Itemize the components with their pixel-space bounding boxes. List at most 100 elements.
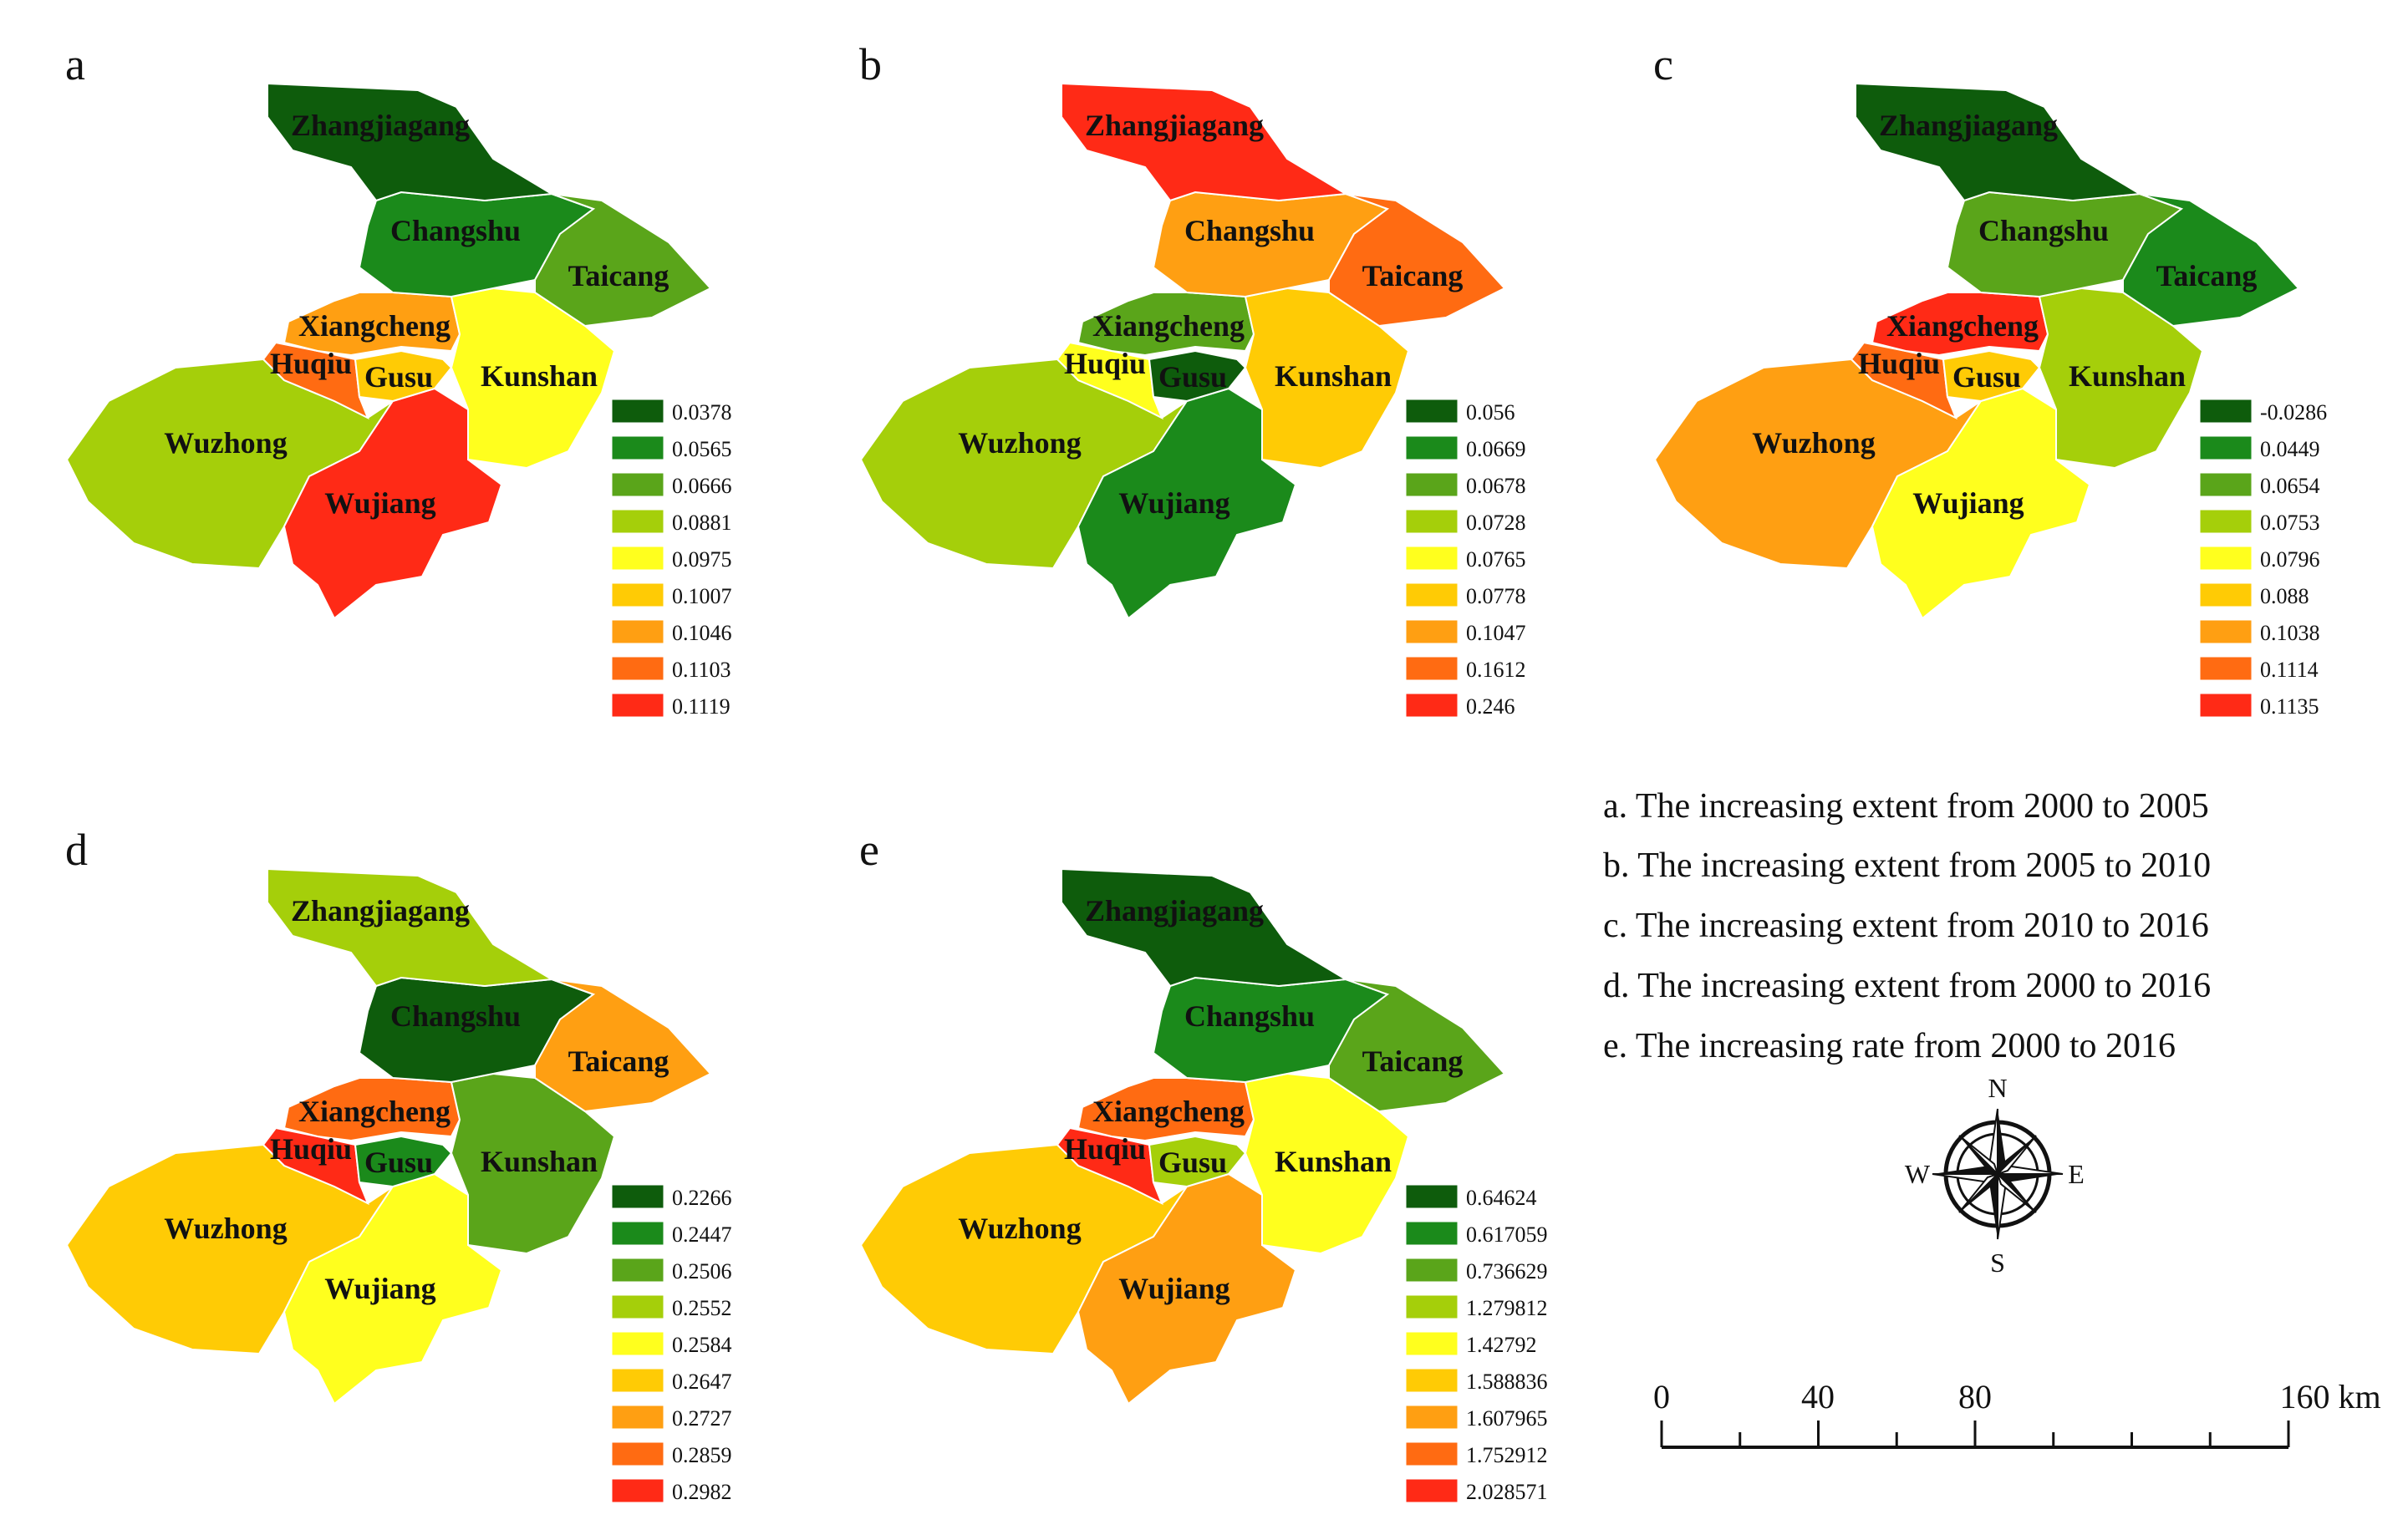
- legend-swatch-b-1: [1405, 399, 1459, 424]
- legend-a: 0.0378 0.0565 0.0666 0.0881 0.0975 0.1007 0.10…: [611, 399, 732, 719]
- legend-swatch-d-6: [611, 1368, 664, 1393]
- legend-swatch-b-9: [1405, 693, 1459, 718]
- region-label-wuzhong-c: Wuzhong: [1752, 426, 1875, 460]
- legend-value-a-5: 0.0975: [672, 547, 732, 572]
- legend-value-e-1: 0.64624: [1466, 1186, 1537, 1210]
- legend-value-d-4: 0.2552: [672, 1296, 732, 1320]
- legend-value-d-7: 0.2727: [672, 1406, 732, 1431]
- legend-swatch-e-4: [1405, 1294, 1459, 1319]
- legend-swatch-a-7: [611, 619, 664, 644]
- panel-letter-c: c: [1653, 39, 1673, 89]
- legend-value-a-3: 0.0666: [672, 474, 732, 498]
- legend-swatch-a-8: [611, 656, 664, 681]
- legend-swatch-b-2: [1405, 435, 1459, 460]
- legend-swatch-e-6: [1405, 1368, 1459, 1393]
- caption-c: c. The increasing extent from 2010 to 20…: [1603, 907, 2209, 945]
- map-panel-c: c Zhangjiagang Changshu Taicang Xiangcheng Hu…: [1653, 39, 2327, 719]
- legend-swatch-d-1: [611, 1184, 664, 1209]
- region-label-gusu-e: Gusu: [1158, 1146, 1227, 1179]
- region-label-xiangcheng-c: Xiangcheng: [1886, 309, 2039, 343]
- legend-swatch-e-9: [1405, 1478, 1459, 1503]
- legend-value-c-5: 0.0796: [2260, 547, 2320, 572]
- region-zhangjiagang-d: [267, 868, 552, 987]
- legend-value-a-9: 0.1119: [672, 694, 731, 719]
- region-label-wujiang-c: Wujiang: [1912, 486, 2024, 520]
- panel-letter-e: e: [859, 825, 879, 875]
- region-label-wuzhong-b: Wuzhong: [958, 426, 1081, 460]
- region-label-xiangcheng-e: Xiangcheng: [1092, 1095, 1245, 1128]
- map-panel-d: d Zhangjiagang Changshu Taicang Xiangcheng Hu…: [65, 825, 732, 1504]
- legend-value-b-5: 0.0765: [1466, 547, 1526, 572]
- scale-bar-tick-marks: [1660, 1421, 2290, 1447]
- legend-value-e-7: 1.607965: [1466, 1406, 1548, 1431]
- legend-swatch-c-3: [2199, 472, 2253, 497]
- legend-value-c-4: 0.0753: [2260, 511, 2320, 535]
- legend-swatch-d-5: [611, 1331, 664, 1356]
- legend-e: 0.64624 0.617059 0.736629 1.279812 1.42792 1.…: [1405, 1184, 1548, 1504]
- region-label-gusu-b: Gusu: [1158, 360, 1227, 394]
- legend-value-e-3: 0.736629: [1466, 1259, 1548, 1283]
- region-label-kunshan-b: Kunshan: [1275, 359, 1392, 393]
- scale-label-0: 0: [1653, 1378, 1670, 1415]
- region-label-changshu-c: Changshu: [1978, 214, 2109, 247]
- legend-value-c-2: 0.0449: [2260, 437, 2320, 461]
- panel-letter-a: a: [65, 39, 85, 89]
- region-label-taicang-c: Taicang: [2156, 259, 2258, 292]
- legend-value-b-9: 0.246: [1466, 694, 1515, 719]
- region-label-huqiu-b: Huqiu: [1064, 347, 1146, 380]
- legend-value-e-9: 2.028571: [1466, 1480, 1548, 1504]
- legend-value-c-8: 0.1114: [2260, 658, 2319, 682]
- legend-swatch-a-5: [611, 546, 664, 571]
- legend-value-e-8: 1.752912: [1466, 1443, 1548, 1467]
- region-label-kunshan-a: Kunshan: [481, 359, 598, 393]
- legend-swatch-d-3: [611, 1258, 664, 1283]
- north-arrow-compass: N S E W: [1905, 1073, 2085, 1278]
- legend-value-d-1: 0.2266: [672, 1186, 732, 1210]
- region-label-huqiu-a: Huqiu: [270, 347, 352, 380]
- legend-swatch-e-1: [1405, 1184, 1459, 1209]
- legend-value-c-6: 0.088: [2260, 584, 2309, 608]
- compass-e-label: E: [2068, 1159, 2085, 1189]
- region-label-gusu-d: Gusu: [364, 1146, 433, 1179]
- legend-c: -0.0286 0.0449 0.0654 0.0753 0.0796 0.088 0.10…: [2199, 399, 2327, 719]
- legend-value-c-3: 0.0654: [2260, 474, 2320, 498]
- legend-value-a-1: 0.0378: [672, 400, 732, 424]
- legend-value-d-6: 0.2647: [672, 1370, 732, 1394]
- legend-swatch-e-5: [1405, 1331, 1459, 1356]
- legend-swatch-a-3: [611, 472, 664, 497]
- region-label-wuzhong-e: Wuzhong: [958, 1212, 1081, 1245]
- legend-value-c-7: 0.1038: [2260, 621, 2320, 645]
- legend-swatch-d-4: [611, 1294, 664, 1319]
- legend-swatch-c-6: [2199, 582, 2253, 607]
- region-label-wuzhong-a: Wuzhong: [164, 426, 287, 460]
- legend-value-a-8: 0.1103: [672, 658, 731, 682]
- region-label-wujiang-d: Wujiang: [324, 1272, 435, 1305]
- region-label-zhangjiagang-a: Zhangjiagang: [291, 109, 470, 142]
- legend-value-d-8: 0.2859: [672, 1443, 732, 1467]
- legend-value-d-5: 0.2584: [672, 1333, 732, 1357]
- panel-letter-b: b: [859, 39, 882, 89]
- region-label-kunshan-e: Kunshan: [1275, 1145, 1392, 1178]
- legend-value-a-7: 0.1046: [672, 621, 732, 645]
- legend-value-c-9: 0.1135: [2260, 694, 2319, 719]
- region-label-huqiu-c: Huqiu: [1858, 347, 1940, 380]
- panel-letter-d: d: [65, 825, 88, 875]
- legend-value-b-7: 0.1047: [1466, 621, 1526, 645]
- caption-e: e. The increasing rate from 2000 to 2016: [1603, 1027, 2176, 1065]
- region-label-changshu-a: Changshu: [390, 214, 521, 247]
- legend-swatch-e-3: [1405, 1258, 1459, 1283]
- legend-swatch-c-1: [2199, 399, 2253, 424]
- legend-swatch-c-5: [2199, 546, 2253, 571]
- legend-value-e-6: 1.588836: [1466, 1370, 1548, 1394]
- scale-bar: 0 40 80 160 km: [1653, 1378, 2381, 1449]
- caption-b: b. The increasing extent from 2005 to 20…: [1603, 846, 2211, 885]
- legend-value-b-3: 0.0678: [1466, 474, 1526, 498]
- legend-swatch-d-8: [611, 1441, 664, 1466]
- legend-swatch-c-2: [2199, 435, 2253, 460]
- region-label-changshu-e: Changshu: [1184, 999, 1315, 1033]
- compass-w-label: W: [1905, 1159, 1931, 1189]
- legend-swatch-a-1: [611, 399, 664, 424]
- region-label-wuzhong-d: Wuzhong: [164, 1212, 287, 1245]
- region-zhangjiagang-a: [267, 83, 552, 201]
